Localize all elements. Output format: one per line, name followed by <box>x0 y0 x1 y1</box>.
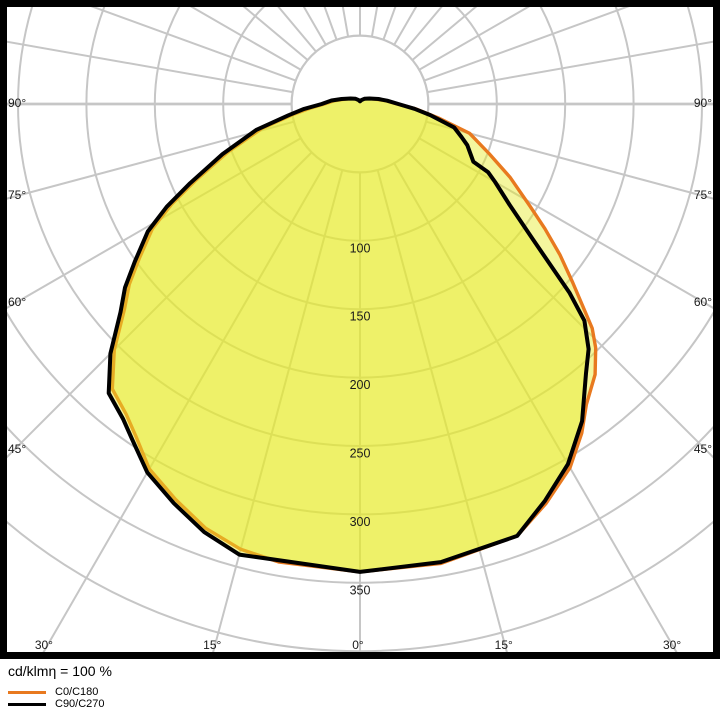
legend: cd/klmη = 100 % C0/C180 C90/C270 <box>0 660 720 720</box>
svg-text:100: 100 <box>350 241 371 255</box>
plot-border <box>0 0 720 659</box>
axis-labels: 100 150 200 250 300 350 90° 90° 75° 75° 60° 60° 45° 4… <box>8 96 712 652</box>
svg-text:0°: 0° <box>352 638 364 652</box>
svg-text:45°: 45° <box>694 442 712 456</box>
legend-title: cd/klmη = 100 % <box>8 663 112 679</box>
distribution-curves <box>106 96 598 574</box>
legend-item-c0-c180: C0/C180 <box>8 686 98 698</box>
svg-text:250: 250 <box>350 447 371 461</box>
svg-text:90°: 90° <box>8 96 26 110</box>
svg-text:60°: 60° <box>694 295 712 309</box>
legend-item-c90-c270: C90/C270 <box>8 698 105 710</box>
svg-text:90°: 90° <box>694 96 712 110</box>
svg-text:15°: 15° <box>203 638 221 652</box>
legend-item-label: C90/C270 <box>55 697 105 710</box>
legend-item-label: C0/C180 <box>55 685 99 698</box>
svg-text:350: 350 <box>350 583 371 597</box>
polar-chart-svg: 100 150 200 250 300 350 90° 90° 75° 75° 60° 60° 45° 4… <box>0 0 720 659</box>
svg-text:75°: 75° <box>8 188 26 202</box>
svg-text:45°: 45° <box>8 442 26 456</box>
svg-text:75°: 75° <box>694 188 712 202</box>
svg-text:15°: 15° <box>495 638 513 652</box>
c90-c270-line-swatch <box>8 702 46 706</box>
curve-c90-c270 <box>106 96 591 574</box>
polar-grid <box>7 7 713 652</box>
svg-text:60°: 60° <box>8 295 26 309</box>
svg-text:300: 300 <box>350 515 371 529</box>
svg-text:200: 200 <box>350 378 371 392</box>
c0-c180-line-swatch <box>8 690 46 694</box>
svg-text:150: 150 <box>350 310 371 324</box>
svg-text:30°: 30° <box>663 638 681 652</box>
polar-plot-area: 100 150 200 250 300 350 90° 90° 75° 75° 60° 60° 45° 4… <box>0 0 720 659</box>
svg-text:30°: 30° <box>35 638 53 652</box>
